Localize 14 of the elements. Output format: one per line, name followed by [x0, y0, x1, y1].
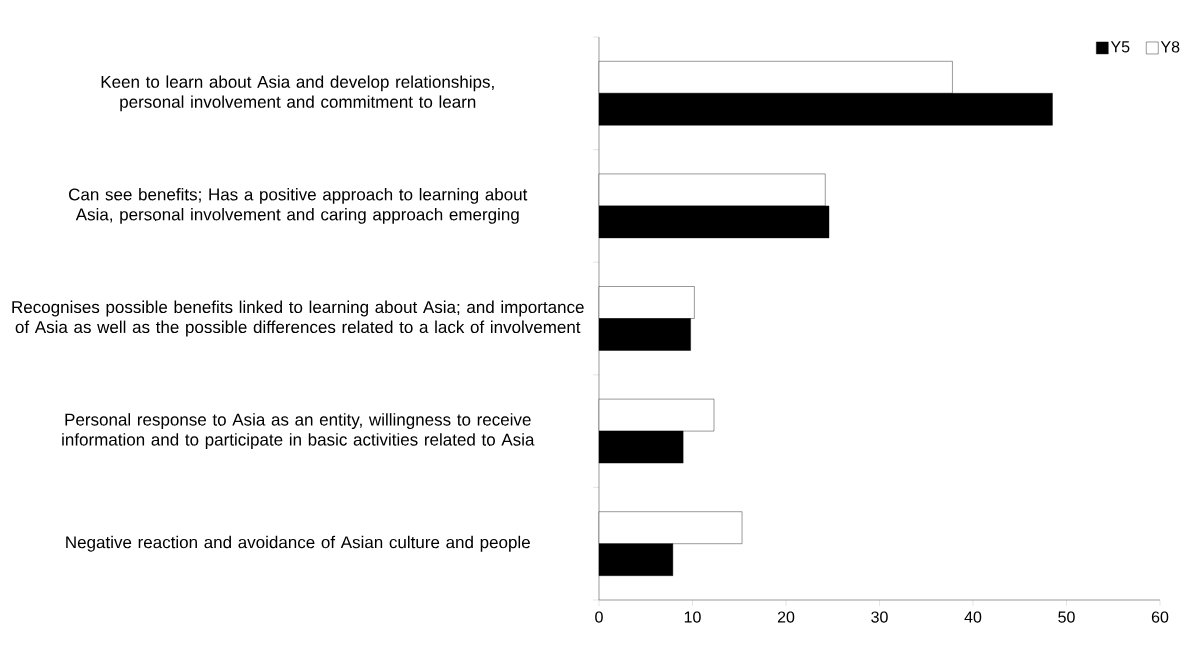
x-tick-label: 50 — [1058, 611, 1075, 623]
y-tick-label: Negative reaction and avoidance of Asian culture and people — [66, 535, 530, 552]
x-tick-label: 30 — [871, 611, 888, 623]
x-tick-label: 40 — [964, 611, 982, 623]
legend-label: Y8 — [1160, 41, 1180, 53]
x-tick-label: 60 — [1151, 611, 1169, 623]
y-tick-label: Recognises possible benefits linked to learning about Asia; and importance of Asia as well as the possible differences related to a lack of involvement — [12, 300, 584, 337]
x-tick-label: 0 — [595, 611, 603, 623]
legend-label: Y5 — [1110, 41, 1130, 53]
y-tick-label: Can see benefits; Has a positive approach to learning about Asia, personal involvement and caring approach emerging — [69, 187, 528, 224]
y-tick-label: Personal response to Asia as an entity, willingness to receive information and to participate in basic activities related to Asia — [62, 413, 535, 450]
y-tick-label: Keen to learn about Asia and develop relationships, personal involvement and commitment to learn — [101, 75, 494, 112]
x-tick-label: 20 — [777, 611, 795, 623]
x-tick-label: 10 — [684, 611, 701, 623]
